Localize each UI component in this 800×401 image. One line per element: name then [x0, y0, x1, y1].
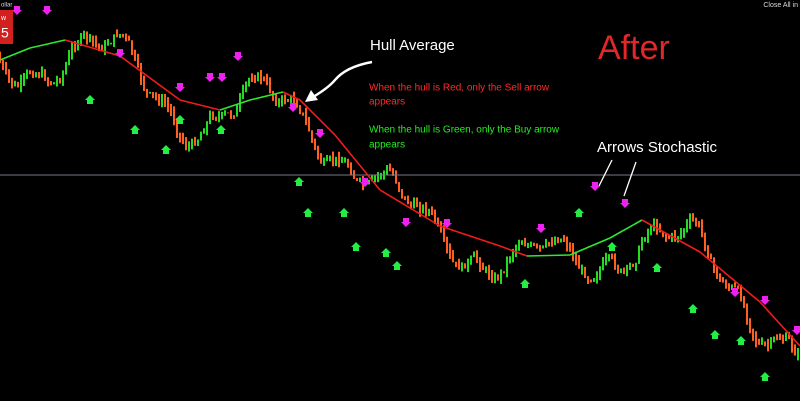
- arrows-title: Arrows Stochastic: [597, 139, 718, 156]
- hull-segment: [249, 91, 284, 101]
- buy-arrow: [520, 279, 530, 288]
- hull-segment: [609, 219, 643, 239]
- sell-arrow: [175, 83, 185, 92]
- buy-arrow: [688, 304, 698, 313]
- after-label: After: [598, 29, 670, 67]
- sell-arrow: [12, 6, 22, 15]
- sell-arrow: [442, 219, 452, 228]
- buy-arrow: [760, 372, 770, 381]
- buy-arrow: [294, 177, 304, 186]
- sell-arrow: [401, 218, 411, 227]
- sell-arrow: [590, 182, 600, 191]
- sell-arrow: [233, 52, 243, 61]
- red-note: appears: [369, 97, 405, 108]
- sell-arrow: [315, 129, 325, 138]
- hull-segment: [119, 55, 181, 101]
- buy-arrow: [736, 336, 746, 345]
- sell-arrow: [620, 199, 630, 208]
- red-note: When the hull is Red, only the Sell arro…: [369, 83, 550, 94]
- buy-arrow: [339, 208, 349, 217]
- hull-segment: [219, 99, 251, 111]
- hull-segment: [526, 254, 571, 257]
- buy-arrow: [303, 208, 313, 217]
- buy-arrow: [175, 115, 185, 124]
- signal-arrows: [12, 6, 800, 381]
- green-note: When the hull is Green, only the Buy arr…: [369, 125, 560, 136]
- hull-segment: [641, 219, 701, 253]
- sell-arrow: [217, 73, 227, 82]
- sell-arrow: [792, 326, 800, 335]
- sell-arrow: [115, 49, 125, 58]
- hull-segment: [179, 99, 221, 111]
- hull-segment: [64, 39, 121, 57]
- buy-arrow: [392, 261, 402, 270]
- close-all-button[interactable]: Close All in: [763, 2, 798, 9]
- hull-segment: [499, 245, 528, 257]
- buy-arrow: [607, 242, 617, 251]
- sell-arrow: [730, 288, 740, 297]
- badge-bottom: 5: [1, 25, 9, 41]
- hull-segment: [282, 91, 301, 101]
- buy-arrow: [381, 248, 391, 257]
- callout-line: [598, 159, 613, 187]
- buy-arrow: [351, 242, 361, 251]
- buy-arrow: [85, 95, 95, 104]
- hull-segment: [299, 99, 336, 136]
- hull-segment: [29, 39, 66, 49]
- hull-segment: [379, 189, 441, 227]
- buy-arrow: [710, 330, 720, 339]
- buy-arrow: [130, 125, 140, 134]
- badge-top: w: [0, 15, 7, 22]
- callout-line: [623, 161, 637, 197]
- sell-arrow: [536, 224, 546, 233]
- buy-arrow: [161, 145, 171, 154]
- pointer-head: [305, 90, 318, 102]
- pointer-arrow: [307, 60, 373, 102]
- hull-line: [0, 39, 800, 347]
- sell-arrow: [288, 103, 298, 112]
- hull-segment: [0, 47, 31, 61]
- symbol-label: ollar: [1, 3, 12, 9]
- price-bars: [0, 29, 799, 361]
- sell-arrow: [42, 6, 52, 15]
- hull-segment: [699, 251, 761, 303]
- buy-arrow: [574, 208, 584, 217]
- hull-segment: [439, 225, 501, 247]
- buy-arrow: [652, 263, 662, 272]
- hull-segment: [759, 301, 800, 347]
- hull-title: Hull Average: [370, 37, 455, 54]
- green-note: appears: [369, 140, 405, 151]
- sell-arrow: [205, 73, 215, 82]
- hull-segment: [569, 237, 611, 256]
- hull-segment: [334, 134, 381, 191]
- sell-arrow: [760, 296, 770, 305]
- buy-arrow: [216, 125, 226, 134]
- sell-arrow: [360, 178, 370, 187]
- badge: [0, 10, 13, 44]
